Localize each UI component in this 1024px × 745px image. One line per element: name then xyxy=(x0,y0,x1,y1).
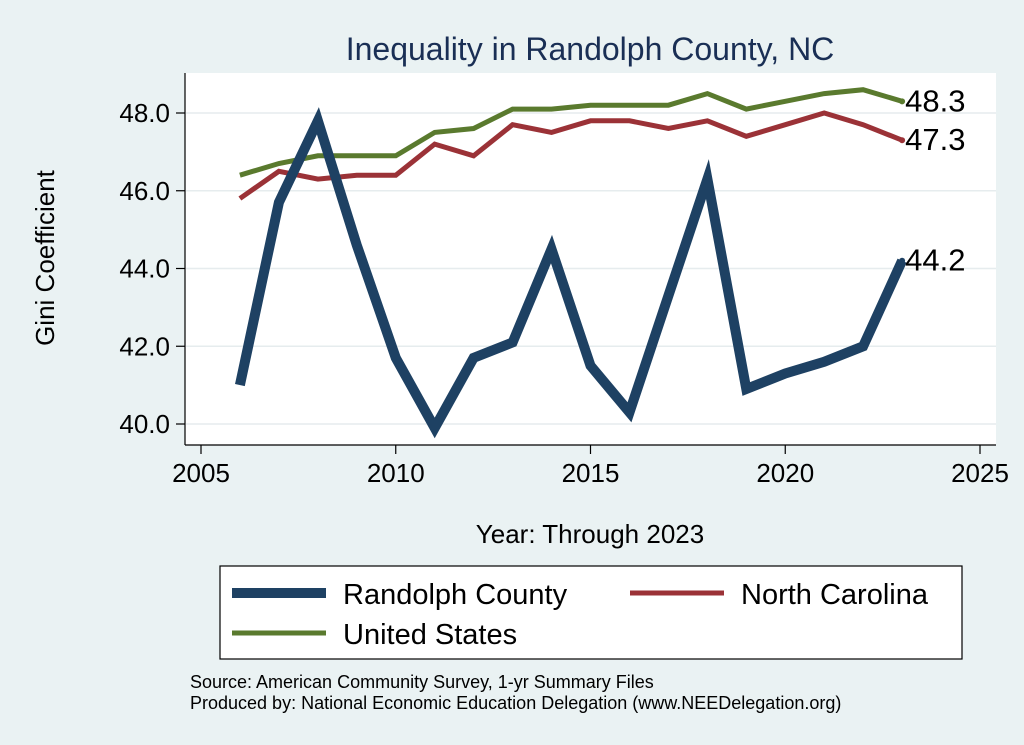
end-label-united-states: 48.3 xyxy=(905,83,965,118)
producer-note: Produced by: National Economic Education… xyxy=(190,693,841,713)
y-tick-label: 48.0 xyxy=(119,98,170,128)
legend-label-north-carolina: North Carolina xyxy=(741,579,929,611)
end-labels: 48.3 47.3 44.2 xyxy=(905,83,965,277)
y-tick-label: 44.0 xyxy=(119,254,170,284)
x-tick-label: 2010 xyxy=(367,458,425,488)
series-line-randolph-county xyxy=(235,107,907,439)
source-note: Source: American Community Survey, 1-yr … xyxy=(190,672,654,692)
end-label-north-carolina: 47.3 xyxy=(905,122,965,157)
end-point-united-states xyxy=(899,98,906,105)
x-tick-label: 2015 xyxy=(562,458,620,488)
legend-label-united-states: United States xyxy=(343,619,517,651)
series-lines xyxy=(235,87,907,439)
legend-label-randolph-county: Randolph County xyxy=(343,579,568,611)
x-ticks: 2005 2010 2015 2020 2025 xyxy=(172,445,1009,488)
series-line-north-carolina xyxy=(238,110,904,201)
y-axis-label: Gini Coefficient xyxy=(30,169,60,346)
grid-lines xyxy=(186,112,996,425)
series-line-united-states xyxy=(239,87,903,178)
x-tick-label: 2025 xyxy=(951,458,1009,488)
legend-box xyxy=(219,565,963,660)
end-label-randolph-county: 44.2 xyxy=(905,243,965,278)
y-tick-label: 40.0 xyxy=(119,409,170,439)
x-tick-label: 2005 xyxy=(172,458,230,488)
y-ticks: 40.0 42.0 44.0 46.0 48.0 xyxy=(119,98,185,439)
end-point-north-carolina xyxy=(899,137,906,144)
x-axis-label: Year: Through 2023 xyxy=(476,519,704,549)
x-tick-label: 2020 xyxy=(756,458,814,488)
end-point-randolph-county xyxy=(899,257,906,264)
y-tick-label: 42.0 xyxy=(119,331,170,361)
y-tick-label: 46.0 xyxy=(119,176,170,206)
chart-title: Inequality in Randolph County, NC xyxy=(346,31,835,67)
